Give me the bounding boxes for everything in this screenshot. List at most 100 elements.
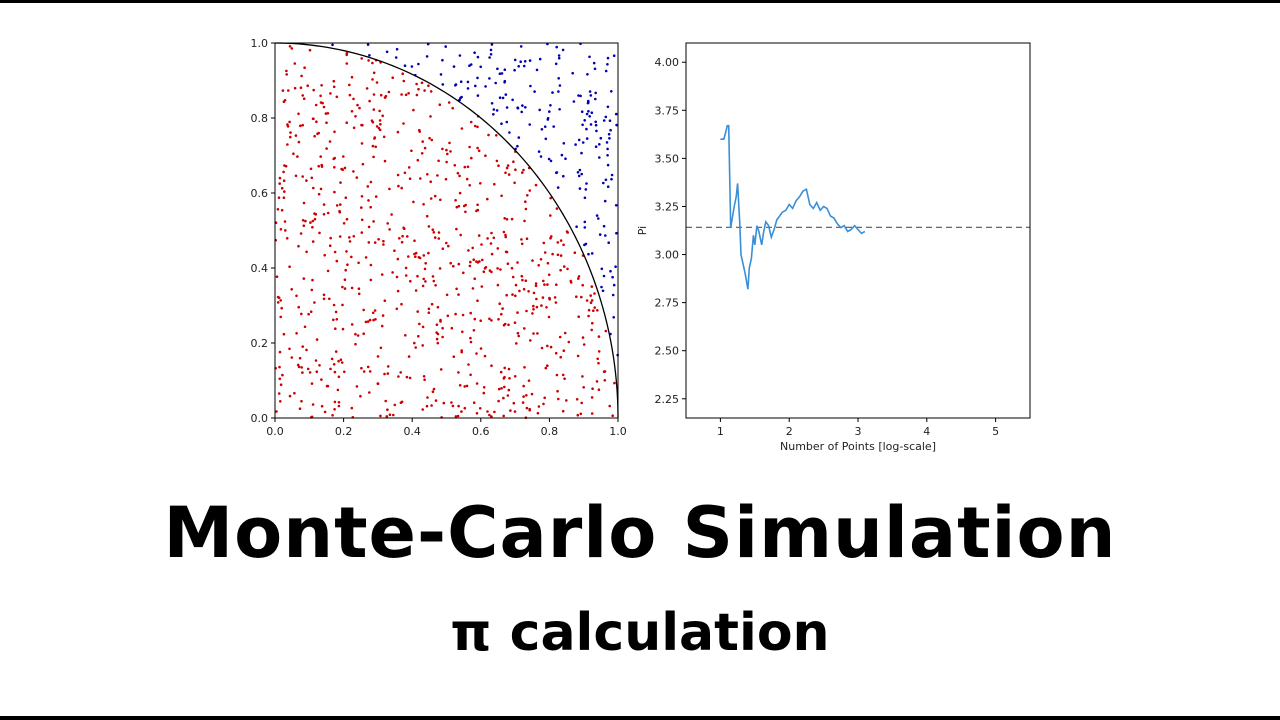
inside-point: [441, 247, 445, 250]
outside-point: [498, 72, 502, 75]
inside-point: [345, 51, 349, 55]
inside-point: [416, 158, 420, 162]
inside-point: [383, 372, 386, 376]
outside-point: [476, 55, 480, 59]
outside-point: [459, 80, 463, 83]
outside-point: [580, 151, 583, 155]
inside-point: [404, 266, 408, 270]
outside-point: [600, 285, 603, 289]
inside-point: [328, 244, 332, 247]
inside-point: [435, 331, 438, 334]
inside-point: [310, 382, 314, 385]
inside-point: [543, 283, 546, 286]
inside-point: [292, 152, 295, 155]
inside-point: [482, 391, 486, 395]
inside-point: [467, 249, 470, 252]
inside-point: [332, 85, 336, 89]
inside-point: [381, 314, 385, 317]
inside-point: [367, 225, 371, 229]
inside-point: [355, 385, 359, 388]
inside-point: [295, 294, 298, 298]
inside-point: [462, 271, 465, 275]
inside-point: [589, 301, 593, 305]
inside-point: [575, 398, 579, 401]
inside-point: [400, 186, 404, 190]
inside-point: [513, 375, 517, 378]
outside-point: [587, 99, 590, 103]
inside-point: [361, 162, 365, 166]
inside-point: [309, 167, 313, 171]
outside-point: [564, 157, 567, 160]
inside-point: [504, 235, 508, 239]
inside-point: [526, 194, 529, 197]
inside-point: [339, 181, 342, 184]
inside-point: [593, 292, 596, 295]
inside-point: [505, 293, 509, 297]
inside-point: [427, 84, 430, 87]
inside-point: [465, 384, 469, 388]
inside-point: [344, 268, 348, 272]
inside-point: [279, 383, 283, 387]
inside-point: [277, 196, 281, 199]
inside-point: [445, 293, 449, 297]
inside-point: [534, 284, 538, 288]
inside-point: [336, 388, 340, 392]
inside-point: [315, 338, 319, 341]
inside-point: [326, 269, 330, 273]
outside-point: [476, 76, 479, 80]
outside-point: [608, 137, 611, 140]
inside-point: [611, 414, 614, 418]
outside-point: [585, 112, 589, 116]
inside-point: [414, 255, 417, 258]
outside-point: [592, 61, 596, 65]
inside-point: [283, 220, 287, 223]
inside-point: [460, 349, 464, 352]
inside-point: [535, 305, 539, 309]
inside-point: [330, 357, 334, 361]
inside-point: [555, 373, 559, 377]
inside-point: [369, 278, 373, 282]
outside-point: [598, 143, 601, 146]
inside-point: [329, 236, 333, 240]
outside-point: [395, 47, 399, 51]
inside-point: [573, 251, 577, 254]
inside-point: [414, 251, 418, 255]
outside-point: [537, 150, 541, 153]
inside-point: [299, 124, 302, 128]
inside-point: [430, 404, 433, 407]
inside-point: [507, 367, 511, 371]
outside-point: [590, 252, 594, 255]
outside-point: [615, 123, 618, 127]
charts-area: 0.0 0.2 0.4 0.6 0.8 1.0 0.0 0.2 0.4 0.6 0.8 1.0 1 2…: [251, 37, 1031, 453]
inside-point: [400, 240, 404, 244]
outside-point: [612, 54, 616, 57]
inside-point: [343, 166, 347, 170]
inside-point: [352, 235, 356, 238]
inside-point: [490, 252, 494, 256]
inside-point: [566, 267, 569, 271]
inside-point: [445, 160, 448, 164]
inside-point: [379, 123, 382, 126]
inside-point: [409, 279, 412, 283]
inside-point: [280, 208, 284, 212]
inside-point: [589, 294, 592, 297]
outside-point: [607, 241, 610, 244]
inside-point: [563, 265, 566, 268]
inside-point: [582, 386, 585, 389]
inside-point: [416, 310, 420, 313]
inside-point: [277, 296, 281, 300]
inside-point: [277, 392, 281, 395]
inside-point: [337, 404, 341, 408]
inside-point: [446, 152, 449, 156]
outside-point: [520, 110, 523, 114]
inside-point: [278, 182, 282, 185]
inside-point: [587, 314, 590, 318]
inside-point: [294, 134, 298, 137]
inside-point: [288, 347, 291, 351]
inside-point: [278, 350, 282, 354]
inside-point: [490, 415, 493, 418]
inside-point: [497, 164, 500, 167]
inside-point: [288, 45, 292, 48]
outside-point: [576, 171, 580, 174]
inside-point: [461, 330, 464, 334]
